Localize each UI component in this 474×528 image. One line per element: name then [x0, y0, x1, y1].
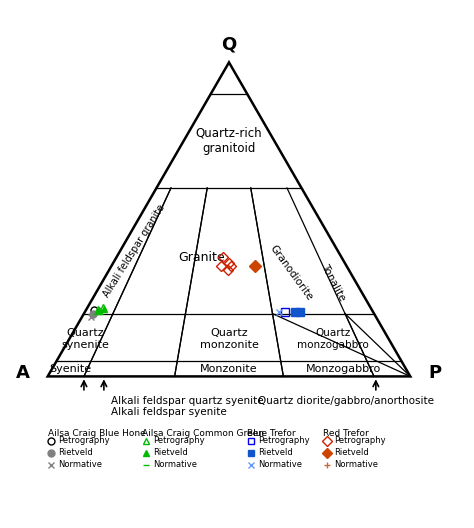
Text: Rietveld: Rietveld — [334, 448, 369, 457]
Text: Petrography: Petrography — [334, 437, 386, 446]
Text: Ailsa Craig Common Green: Ailsa Craig Common Green — [142, 429, 264, 438]
Text: Granodiorite: Granodiorite — [267, 243, 314, 303]
Text: Granite: Granite — [179, 251, 225, 263]
Text: A: A — [16, 364, 29, 382]
Text: Syenite: Syenite — [49, 364, 91, 373]
Text: P: P — [428, 364, 442, 382]
Text: Normative: Normative — [153, 460, 197, 469]
Text: Alkali feldspar granite: Alkali feldspar granite — [102, 203, 167, 299]
Text: Quartz diorite/gabbro/anorthosite: Quartz diorite/gabbro/anorthosite — [258, 397, 434, 407]
Text: Normative: Normative — [59, 460, 102, 469]
Text: Normative: Normative — [334, 460, 378, 469]
Text: Alkali feldspar quartz syenite: Alkali feldspar quartz syenite — [111, 397, 264, 407]
Text: Q: Q — [221, 35, 237, 53]
Text: Alkali feldspar syenite: Alkali feldspar syenite — [111, 407, 227, 417]
Text: Quartz
synenite: Quartz synenite — [62, 328, 109, 350]
Text: Rietveld: Rietveld — [153, 448, 188, 457]
Text: Quartz-rich
granitoid: Quartz-rich granitoid — [196, 127, 262, 155]
Text: Petrography: Petrography — [258, 437, 310, 446]
Text: Blue Trefor: Blue Trefor — [247, 429, 296, 438]
Text: Red Trefor: Red Trefor — [323, 429, 369, 438]
Text: Rietveld: Rietveld — [258, 448, 293, 457]
Text: Normative: Normative — [258, 460, 302, 469]
Text: Tonalite: Tonalite — [319, 262, 347, 303]
Text: Monzonite: Monzonite — [200, 364, 258, 373]
Text: Rietveld: Rietveld — [59, 448, 93, 457]
Text: Quartz
monzonite: Quartz monzonite — [200, 328, 258, 350]
Text: Quartz
monzogabbro: Quartz monzogabbro — [297, 328, 369, 350]
Text: Petrography: Petrography — [59, 437, 110, 446]
Text: Petrography: Petrography — [153, 437, 204, 446]
Text: Monzogabbro: Monzogabbro — [306, 364, 382, 373]
Text: Ailsa Craig Blue Hone: Ailsa Craig Blue Hone — [48, 429, 146, 438]
